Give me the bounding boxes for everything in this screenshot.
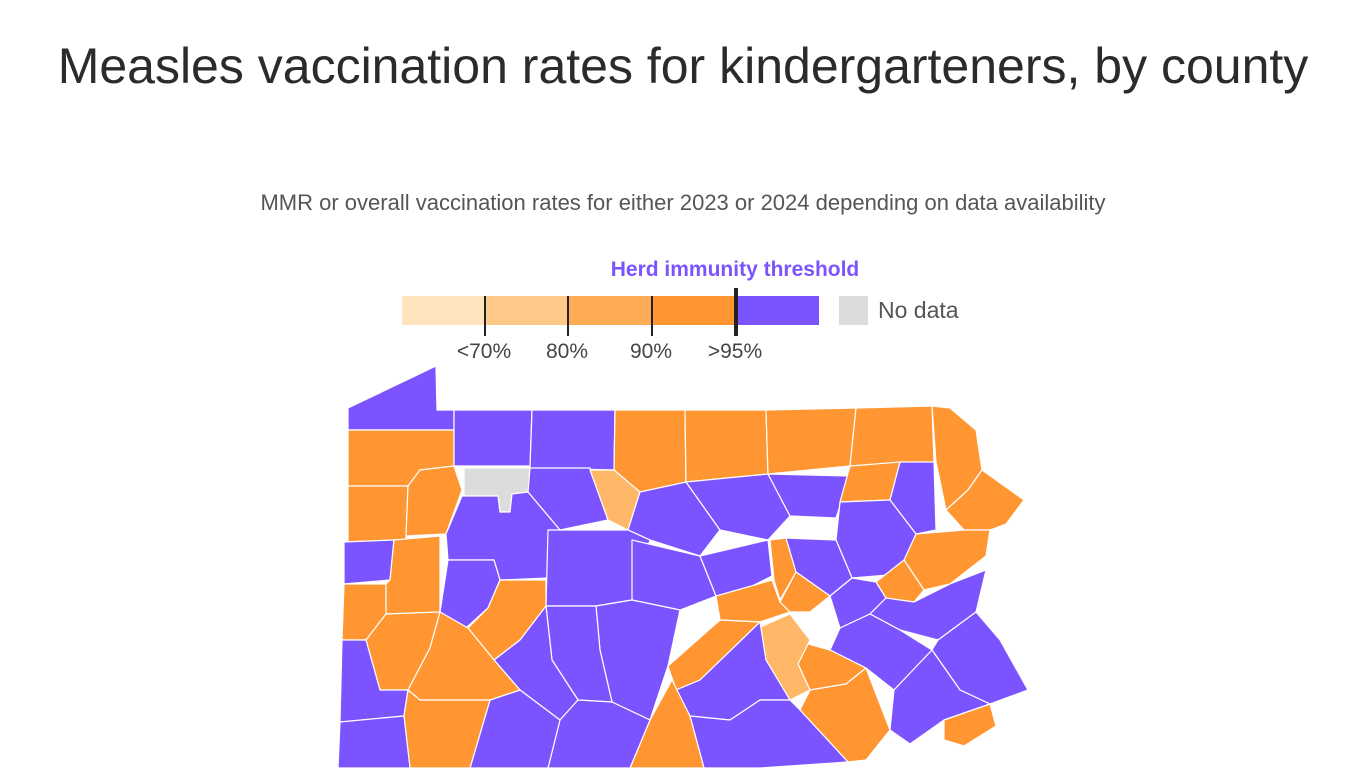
county-region xyxy=(527,467,609,531)
herd-immunity-threshold-label: Herd immunity threshold xyxy=(610,258,860,281)
legend-swatch-over-95 xyxy=(736,296,819,325)
legend-swatch-70-80 xyxy=(485,296,568,325)
legend-tick-80 xyxy=(567,296,569,336)
legend-swatch-90-95 xyxy=(652,296,736,325)
county-region xyxy=(405,465,463,537)
county-region xyxy=(849,405,935,467)
legend-label-no-data: No data xyxy=(878,297,959,323)
county-region xyxy=(943,703,997,747)
county-region xyxy=(343,539,395,585)
legend-tick-95 xyxy=(734,288,738,336)
county-region xyxy=(629,679,705,768)
county-region xyxy=(631,539,717,611)
map-subtitle: MMR or overall vaccination rates for eit… xyxy=(260,190,1106,215)
county-region xyxy=(765,407,857,475)
county-region xyxy=(684,409,769,483)
legend-swatch-80-90 xyxy=(568,296,652,325)
county-region xyxy=(337,715,411,768)
legend-label-90: 90% xyxy=(629,340,673,363)
legend-swatch-under-70 xyxy=(402,296,485,325)
county-region xyxy=(385,535,441,615)
county-region xyxy=(453,409,533,467)
county-region xyxy=(529,409,616,471)
county-region xyxy=(347,365,455,431)
legend-tick-70 xyxy=(484,296,486,336)
county-region xyxy=(347,485,409,543)
legend-label-over-95: >95% xyxy=(707,340,763,363)
color-legend: <70% 80% 90% >95% No data xyxy=(402,288,1002,376)
legend-label-80: 80% xyxy=(545,340,589,363)
county-region xyxy=(889,461,937,535)
county-shapes xyxy=(337,365,1029,768)
county-region xyxy=(767,473,851,519)
county-region xyxy=(685,473,791,541)
county-region xyxy=(547,699,651,768)
county-region xyxy=(779,571,831,613)
map-title: Measles vaccination rates for kindergart… xyxy=(57,38,1309,94)
legend-tick-90 xyxy=(651,296,653,336)
county-region xyxy=(689,699,849,768)
legend-label-under-70: <70% xyxy=(456,340,512,363)
legend-swatch-no-data xyxy=(839,296,868,325)
